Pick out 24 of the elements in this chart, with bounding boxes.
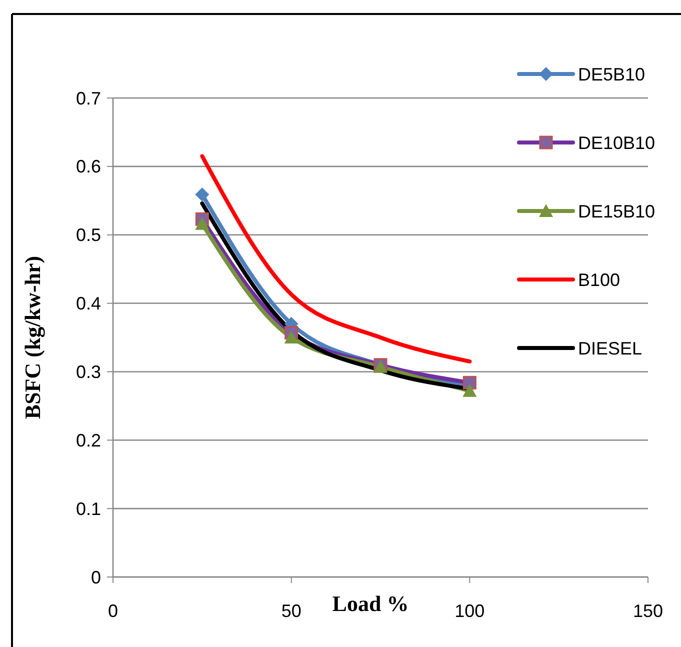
x-tick-label: 150 xyxy=(632,601,664,621)
legend-label: DE15B10 xyxy=(578,201,656,222)
legend-label: DE5B10 xyxy=(578,64,646,84)
point xyxy=(195,216,210,230)
y-tick-label: 0.5 xyxy=(76,225,101,246)
legend-label: B100 xyxy=(578,270,620,290)
line-series xyxy=(200,154,472,364)
x-tick-label: 50 xyxy=(281,601,302,621)
x-tick-label: 0 xyxy=(108,601,118,621)
point xyxy=(462,384,477,397)
x-tick-label: 100 xyxy=(454,601,485,621)
point xyxy=(195,187,210,202)
legend-label: DE10B10 xyxy=(578,132,656,153)
y-axis-title: BSFC (kg/kw-hr) xyxy=(20,256,45,420)
y-tick-label: 0.6 xyxy=(76,156,101,177)
y-tick-label: 0.7 xyxy=(76,88,101,108)
x-axis-title: Load % xyxy=(332,591,409,616)
y-tick-label: 0 xyxy=(90,567,101,588)
legend-label: DIESEL xyxy=(578,338,642,358)
point xyxy=(284,330,298,344)
y-tick-label: 0.2 xyxy=(76,430,101,450)
y-tick-label: 0.3 xyxy=(76,362,101,382)
y-tick-label: 0.4 xyxy=(76,294,101,314)
y-tick-label: 0.1 xyxy=(76,498,101,519)
